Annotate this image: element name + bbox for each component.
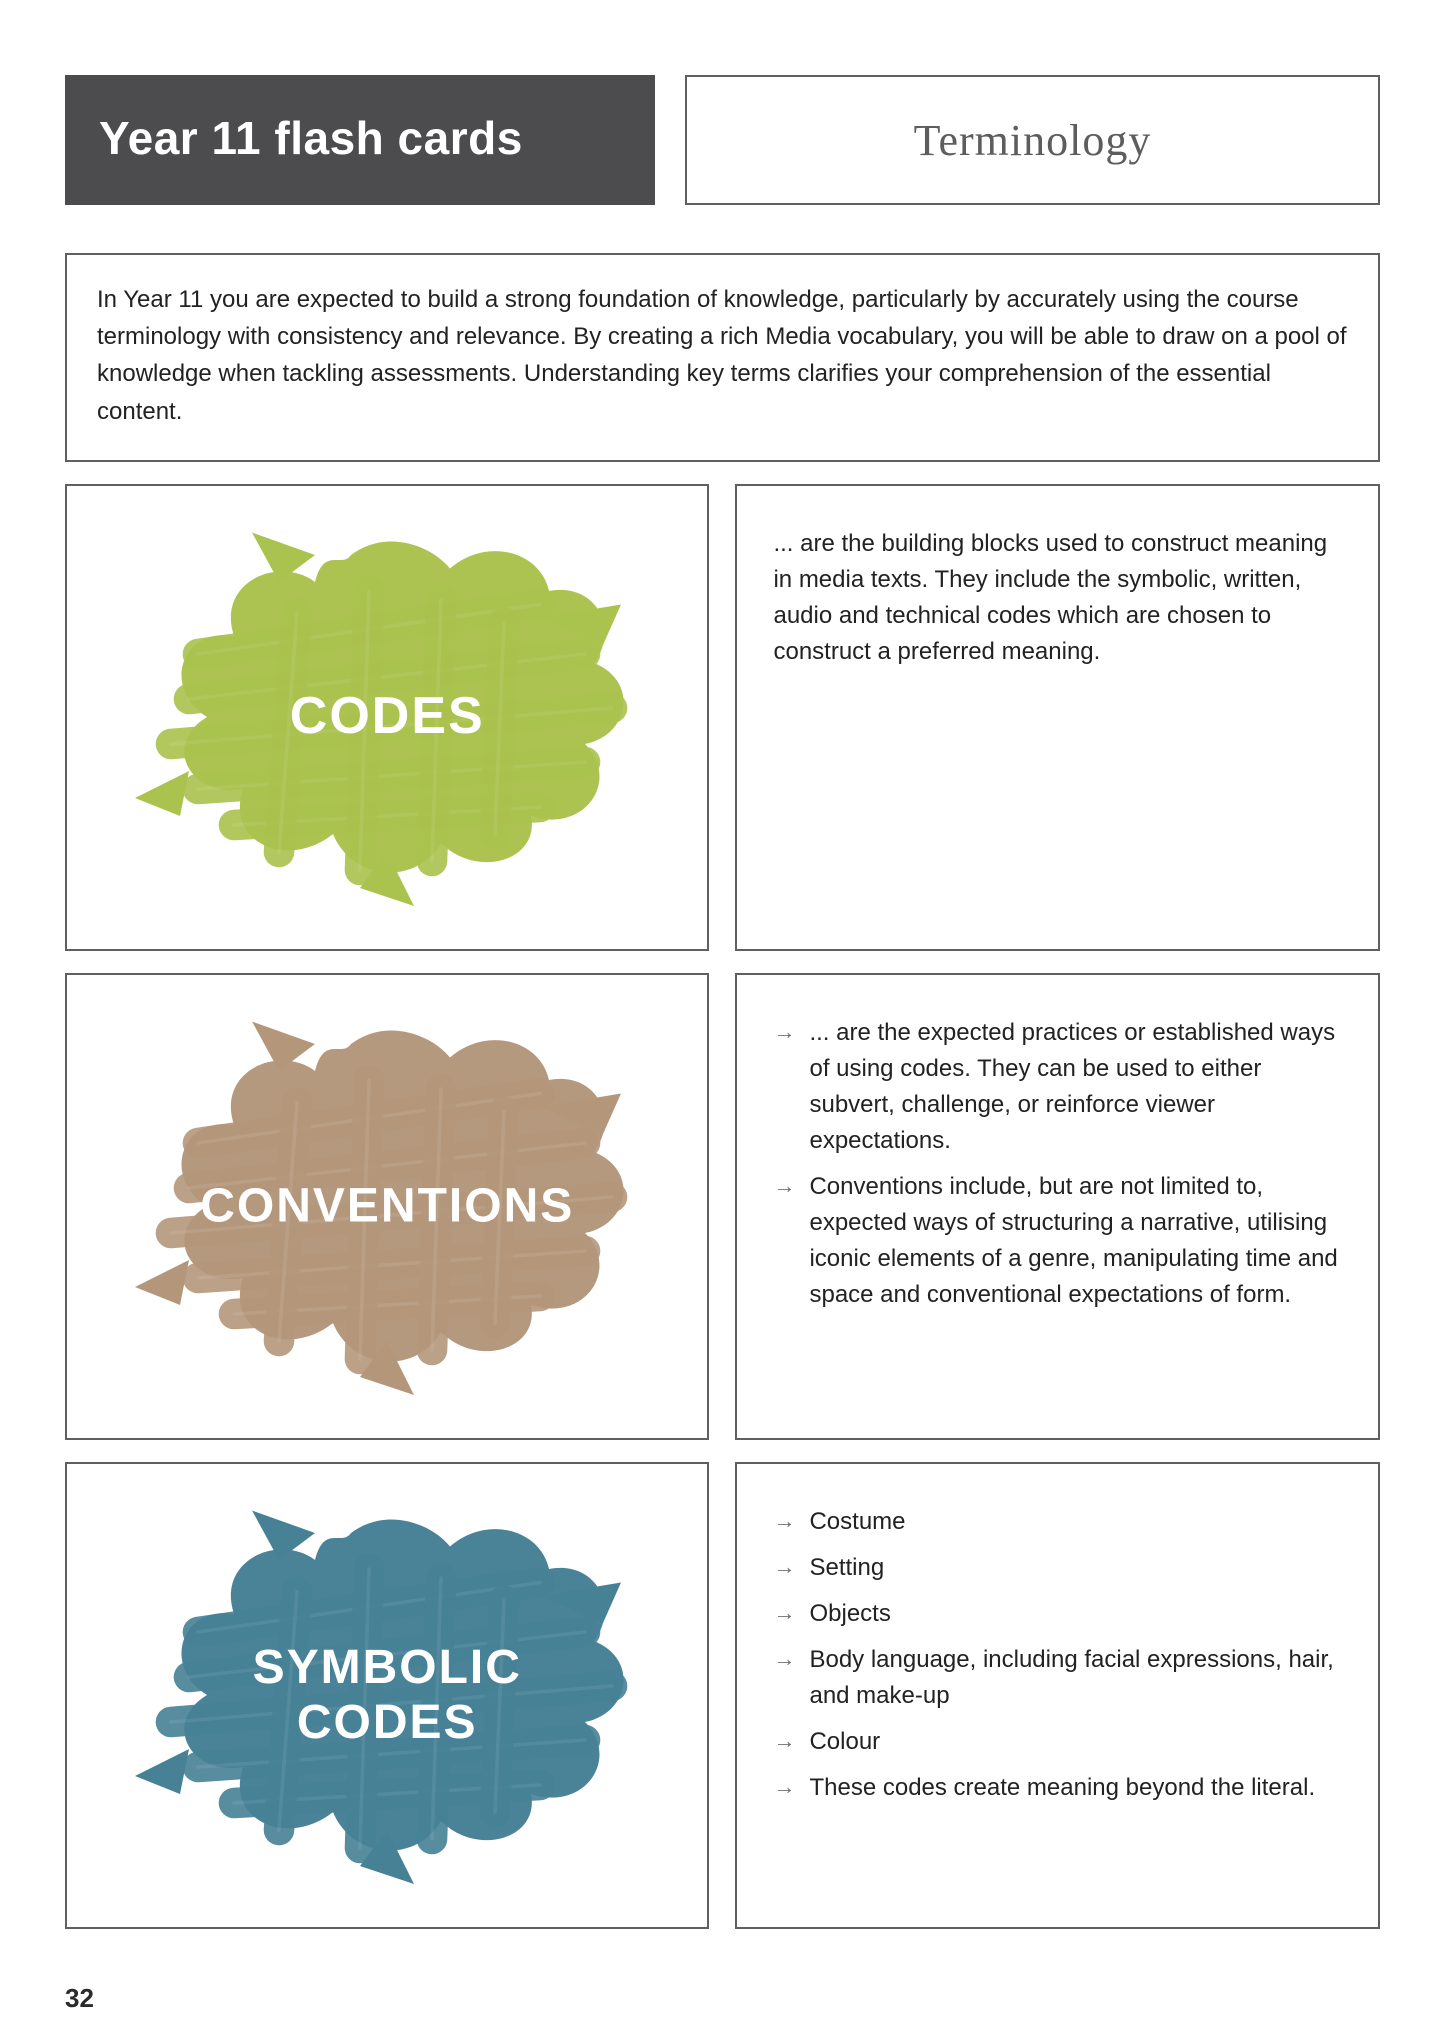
definition-list-item: Conventions include, but are not limited…: [773, 1169, 1342, 1313]
flashcard-row: SYMBOLIC CODES Costume Setting Objects Body …: [65, 1462, 1380, 1929]
definition-list-item: Body language, including facial expressi…: [773, 1642, 1342, 1714]
definition-list-item: Costume: [773, 1504, 1342, 1540]
intro-text: In Year 11 you are expected to build a s…: [97, 286, 1347, 425]
page-title-box: Year 11 flash cards: [65, 75, 655, 205]
paint-splat-icon: CODES: [67, 486, 707, 949]
term-label: SYMBOLIC CODES: [253, 1640, 522, 1750]
definition-list-item: Objects: [773, 1596, 1342, 1632]
definition-text: ... are the building blocks used to cons…: [773, 526, 1342, 670]
page-title: Year 11 flash cards: [99, 112, 523, 164]
definition-card: Costume Setting Objects Body language, incl…: [735, 1462, 1380, 1929]
term-label: CODES: [290, 687, 485, 747]
flashcard-row: CONVENTIONS ... are the expected practice…: [65, 973, 1380, 1440]
subtitle-box: Terminology: [685, 75, 1380, 205]
definition-card: ... are the building blocks used to cons…: [735, 484, 1380, 951]
definition-list-item: Setting: [773, 1550, 1342, 1586]
paint-splat-icon: CONVENTIONS: [67, 975, 707, 1438]
definition-list-item: ... are the expected practices or establ…: [773, 1015, 1342, 1159]
term-card: SYMBOLIC CODES: [65, 1462, 709, 1929]
definition-list: Costume Setting Objects Body language, incl…: [773, 1504, 1342, 1806]
term-card: CODES: [65, 484, 709, 951]
flashcard-grid: CODES ... are the building blocks used to…: [65, 484, 1380, 1929]
definition-card: ... are the expected practices or establ…: [735, 973, 1380, 1440]
page-number: 32: [65, 1983, 94, 2014]
definition-list: ... are the expected practices or establ…: [773, 1015, 1342, 1313]
paint-splat-icon: SYMBOLIC CODES: [67, 1464, 707, 1927]
header-row: Year 11 flash cards Terminology: [65, 75, 1380, 205]
definition-list-item: These codes create meaning beyond the li…: [773, 1770, 1342, 1806]
subtitle-text: Terminology: [914, 115, 1152, 166]
page: Year 11 flash cards Terminology In Year …: [65, 75, 1380, 1929]
definition-list-item: Colour: [773, 1724, 1342, 1760]
term-card: CONVENTIONS: [65, 973, 709, 1440]
intro-box: In Year 11 you are expected to build a s…: [65, 253, 1380, 462]
flashcard-row: CODES ... are the building blocks used to…: [65, 484, 1380, 951]
term-label: CONVENTIONS: [200, 1179, 574, 1234]
